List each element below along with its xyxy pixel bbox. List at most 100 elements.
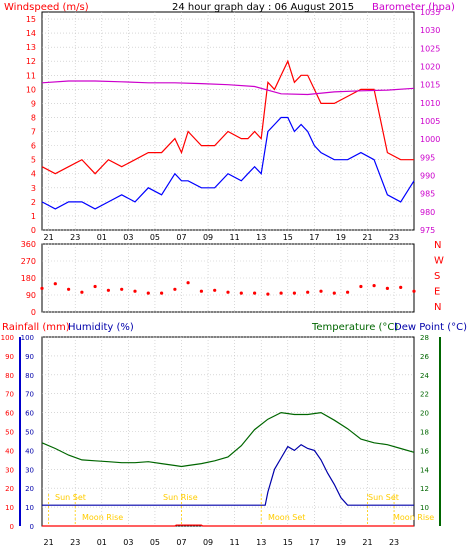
barometer-tick-label: 1025 — [420, 44, 440, 53]
x-tick-label-bottom: 13 — [256, 538, 266, 547]
x-tick-label-bottom: 07 — [176, 538, 186, 547]
barometer-tick-label: 990 — [420, 172, 435, 181]
temperature-tick-label: 16 — [420, 447, 429, 455]
barometer-tick-label: 1030 — [420, 26, 440, 35]
rainfall-tick-label: 100 — [1, 334, 14, 342]
windspeed-axis-title: Windspeed (m/s) — [4, 2, 89, 13]
sun-rise-label: Sun Rise — [163, 493, 198, 502]
windspeed-tick-label: 6 — [31, 142, 36, 151]
direction-point — [120, 287, 124, 291]
x-tick-label-top: 21 — [44, 233, 54, 242]
gust-series-line — [41, 59, 414, 175]
humidity-tick-label: 60 — [25, 410, 34, 418]
humidity-tick-label: 20 — [25, 485, 34, 493]
x-tick-label-bottom: 23 — [389, 538, 399, 547]
windspeed-tick-label: 3 — [31, 184, 36, 193]
compass-label: S — [434, 271, 440, 282]
barometer-tick-label: 980 — [420, 208, 435, 217]
barometer-series-line — [41, 80, 415, 96]
humidity-tick-label: 10 — [25, 504, 34, 512]
barometer-tick-label: 1020 — [420, 63, 440, 72]
temperature-tick-label: 20 — [420, 410, 429, 418]
humidity-tick-label: 80 — [25, 372, 34, 380]
direction-point — [53, 282, 57, 286]
rainfall-tick-label: 70 — [5, 391, 14, 399]
barometer-tick-label: 1000 — [420, 135, 440, 144]
rainfall-tick-label: 20 — [5, 485, 14, 493]
x-tick-label-bottom: 05 — [150, 538, 160, 547]
direction-tick-label: 270 — [21, 257, 36, 266]
rainfall-tick-label: 30 — [5, 466, 14, 474]
barometer-tick-label: 1005 — [420, 117, 440, 126]
rainfall-tick-label: 50 — [5, 429, 14, 437]
direction-tick-label: 180 — [21, 274, 36, 283]
direction-point — [372, 284, 376, 288]
x-tick-label-top: 17 — [309, 233, 319, 242]
compass-label: N — [434, 302, 441, 313]
moon-rise-label-2: Moon Rise — [393, 513, 434, 522]
x-tick-label-bottom: 17 — [309, 538, 319, 547]
x-tick-label-top: 09 — [203, 233, 213, 242]
humidity-tick-label: 90 — [25, 353, 34, 361]
x-tick-label-top: 21 — [362, 233, 372, 242]
humidity-tick-label: 30 — [25, 466, 34, 474]
direction-point — [306, 290, 310, 294]
direction-point — [173, 287, 177, 291]
temperature-tick-label: 24 — [420, 372, 429, 380]
chart-marks — [40, 59, 416, 527]
humidity-tick-label: 70 — [25, 391, 34, 399]
barometer-tick-label: 985 — [420, 190, 435, 199]
direction-tick-label: 0 — [31, 308, 36, 317]
x-tick-label-bottom: 03 — [123, 538, 133, 547]
direction-point — [213, 288, 217, 292]
direction-point — [106, 288, 110, 292]
x-tick-label-bottom: 11 — [230, 538, 240, 547]
x-tick-label-top: 05 — [150, 233, 160, 242]
temperature-tick-label: 12 — [420, 485, 429, 493]
x-tick-label-top: 15 — [283, 233, 293, 242]
temperature-tick-label: 10 — [420, 504, 429, 512]
compass-label: W — [434, 256, 444, 267]
direction-tick-label: 90 — [26, 291, 36, 300]
windspeed-tick-label: 5 — [31, 156, 36, 165]
barometer-axis-title: Barometer (hpa) — [372, 2, 455, 13]
x-tick-label-top: 13 — [256, 233, 266, 242]
rainfall-tick-label: 80 — [5, 372, 14, 380]
rainfall-tick-label: 0 — [10, 523, 14, 531]
rainfall-axis-title: Rainfall (mm) — [2, 322, 70, 333]
rainfall-tick-label: 90 — [5, 353, 14, 361]
rainfall-tick-label: 40 — [5, 447, 14, 455]
direction-point — [266, 292, 270, 296]
direction-point — [279, 291, 283, 295]
temperature-axis-title: Temperature (°C) — [311, 322, 398, 333]
direction-point — [93, 284, 97, 289]
direction-point — [186, 281, 190, 285]
moon-rise-label-1: Moon Rise — [82, 513, 123, 522]
direction-point — [239, 291, 243, 295]
temperature-tick-label: 26 — [420, 353, 429, 361]
x-tick-label-top: 19 — [336, 233, 346, 242]
windspeed-tick-label: 14 — [26, 29, 36, 38]
direction-point — [40, 286, 44, 290]
temperature-tick-label: 14 — [420, 466, 429, 474]
x-tick-label-bottom: 21 — [362, 538, 372, 547]
temperature-series-line — [41, 411, 415, 468]
x-tick-label-top: 23 — [70, 233, 80, 242]
compass-label: E — [434, 287, 440, 298]
x-tick-label-top: 07 — [176, 233, 186, 242]
barometer-tick-label: 1010 — [420, 99, 440, 108]
rainfall-tick-label: 60 — [5, 410, 14, 418]
humidity-axis-title: Humidity (%) — [68, 322, 134, 333]
humidity-tick-label: 50 — [25, 429, 34, 437]
chart-title: 24 hour graph day : 06 August 2015 — [172, 2, 354, 13]
x-tick-label-top: 01 — [97, 233, 107, 242]
barometer-tick-label: 1015 — [420, 81, 440, 90]
rainfall-series-line — [42, 524, 414, 527]
x-tick-label-bottom: 09 — [203, 538, 213, 547]
direction-tick-label: 360 — [21, 240, 36, 249]
direction-point — [133, 289, 137, 293]
temperature-tick-label: 28 — [420, 334, 429, 342]
direction-point — [226, 290, 230, 294]
humidity-tick-label: 40 — [25, 447, 34, 455]
barometer-tick-label: 1035 — [420, 8, 440, 17]
